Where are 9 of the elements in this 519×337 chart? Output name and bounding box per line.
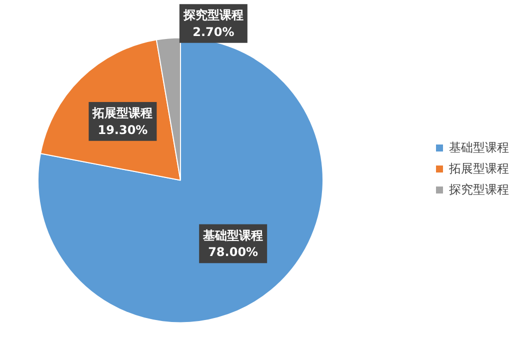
legend-label: 基础型课程 xyxy=(449,139,509,156)
data-label: 2.70% xyxy=(192,24,234,39)
legend-label: 探究型课程 xyxy=(449,181,509,198)
slice-label: 拓展型课程 xyxy=(92,106,153,120)
slice-label: 基础型课程 xyxy=(202,228,264,242)
slice-label: 探究型课程 xyxy=(182,8,244,22)
data-label: 78.00% xyxy=(208,245,258,260)
data-label: 19.30% xyxy=(98,122,148,137)
legend-label: 拓展型课程 xyxy=(449,160,509,177)
